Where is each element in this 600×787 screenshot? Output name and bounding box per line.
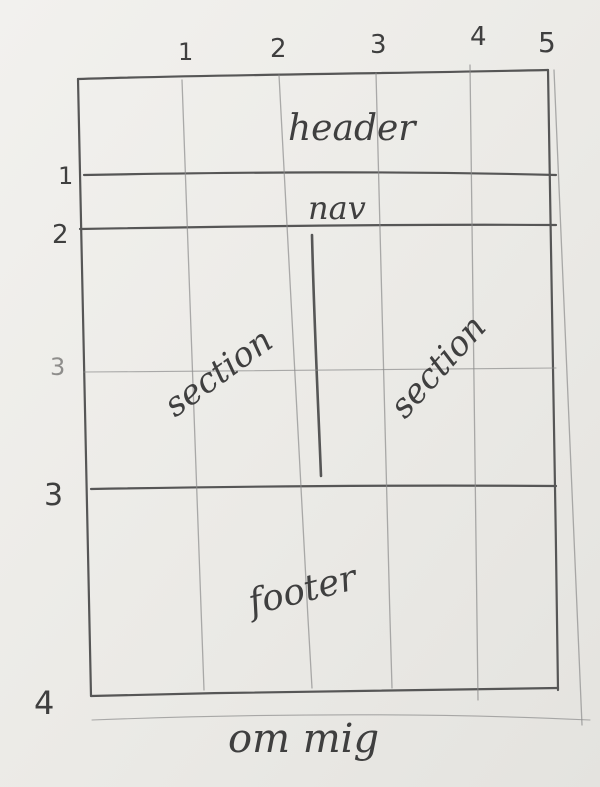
section-split-line <box>310 233 323 478</box>
header-label: header <box>288 108 417 149</box>
column-number-2: 2 <box>270 34 287 64</box>
row-number-faint: 3 <box>50 353 65 381</box>
row-number-2: 2 <box>52 220 69 250</box>
header-divider <box>82 171 558 177</box>
row-numbers: 1 2 3 3 4 <box>34 162 73 722</box>
nav-label: nav <box>308 189 366 227</box>
column-number-4: 4 <box>470 22 487 52</box>
column-number-5: 5 <box>538 26 556 59</box>
column-number-1: 1 <box>178 38 193 66</box>
row-number-4: 4 <box>34 684 54 722</box>
column-numbers: 1 2 3 4 5 <box>178 22 556 66</box>
row-number-3: 3 <box>44 478 63 513</box>
column-number-3: 3 <box>370 30 387 60</box>
about-label: om mig <box>228 716 379 762</box>
section-divider <box>89 484 558 491</box>
nav-divider <box>78 223 558 231</box>
row-number-1: 1 <box>58 162 73 190</box>
outer-frame <box>76 68 560 698</box>
